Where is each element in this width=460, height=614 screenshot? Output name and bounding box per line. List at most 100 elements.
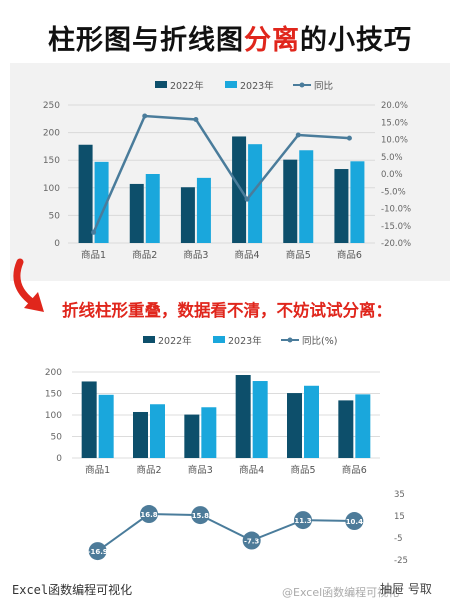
x-tick-label: 商品3: [188, 464, 213, 476]
combo-chart-top: 2022年 2023年 同比 0 50 100 150 200 250 -20.0% -15.0% -…: [43, 80, 411, 261]
y2-tick-label: 20.0%: [381, 101, 408, 111]
x-tick-label: 商品5: [286, 249, 311, 261]
bar-2023: [150, 404, 165, 458]
y2-tick-label: 0.0%: [381, 170, 403, 180]
line-point: [295, 132, 301, 138]
legend-label-0: 2022年: [170, 80, 204, 92]
x-tick-label: 商品1: [81, 249, 106, 261]
subtitle: 折线柱形重叠，数据看不清，不妨试试分离：: [62, 301, 392, 320]
line-data-label: -7.3: [244, 538, 259, 546]
line-point: [346, 135, 352, 141]
footer-watermark: @Excel函数编程可视化: [282, 586, 400, 599]
page-title: 柱形图与折线图分离的小技巧: [0, 18, 460, 57]
line-series-yoy: [97, 513, 355, 552]
legend-swatch-1: [213, 336, 225, 343]
y-tick-label: 200: [43, 129, 60, 139]
bar-2023: [355, 394, 371, 458]
bar-2022: [334, 169, 349, 243]
y-tick-label: 150: [45, 390, 62, 400]
x-tick-label: 商品4: [239, 464, 264, 476]
bar-2023: [201, 407, 217, 458]
title-highlight: 分离: [244, 25, 300, 56]
line-data-label: 11.3: [294, 517, 311, 525]
line-data-label: 16.8: [140, 511, 157, 519]
line-point: [91, 229, 97, 235]
y-tick-label: 0: [54, 239, 60, 249]
line-series-yoy: [92, 114, 350, 233]
y-tick-label: 150: [43, 156, 60, 166]
line-point: [345, 512, 364, 531]
y-tick-label: 50: [49, 211, 61, 221]
bar-2023: [299, 150, 314, 243]
bar-2022: [232, 136, 247, 243]
y2-tick-label: 5.0%: [381, 153, 403, 163]
y2-tick-label: 35: [394, 490, 405, 500]
bar-2022: [283, 159, 298, 243]
legend-label-1: 2023年: [240, 80, 274, 92]
line-point: [88, 542, 107, 561]
line-point: [140, 505, 158, 524]
line-point: [244, 196, 250, 202]
y2-tick-label: 15.0%: [381, 118, 408, 128]
bar-2022: [81, 381, 97, 458]
combo-chart-bottom: 2022年 2023年 同比(%) 0 50 100 150 200 -25 -5 15 35 商品1 商…: [45, 335, 408, 566]
line-point: [242, 531, 261, 550]
bar-2022: [235, 375, 251, 458]
bar-2023: [196, 177, 211, 243]
x-tick-label: 商品1: [85, 464, 110, 476]
x-tick-label: 商品2: [136, 464, 161, 476]
x-tick-label: 商品3: [183, 249, 208, 261]
y2-tick-label: -5.0%: [381, 187, 406, 197]
line-data-label: 10.4: [346, 518, 363, 526]
y2-tick-label: -25: [394, 556, 408, 566]
y-tick-label: 100: [45, 411, 62, 421]
bar-2023: [350, 161, 365, 243]
y2-tick-label: 10.0%: [381, 136, 408, 146]
curved-arrow-icon: [13, 258, 44, 312]
y-tick-label: 100: [43, 184, 60, 194]
bar-2022: [184, 414, 200, 458]
x-tick-label: 商品2: [132, 249, 157, 261]
y2-tick-label: -10.0%: [381, 205, 411, 215]
bar-2022: [287, 393, 302, 458]
x-tick-label: 商品6: [342, 464, 367, 476]
line-point: [142, 113, 148, 119]
x-tick-label: 商品4: [235, 249, 260, 261]
y-tick-label: 0: [56, 454, 62, 464]
bar-2022: [78, 144, 93, 243]
legend-swatch-0: [155, 81, 167, 88]
bar-2022: [338, 400, 354, 458]
line-point: [193, 116, 199, 122]
y2-tick-label: -20.0%: [381, 239, 411, 249]
x-tick-label: 商品6: [337, 249, 362, 261]
line-data-label: -16.9: [88, 548, 108, 556]
y2-tick-label: -15.0%: [381, 222, 411, 232]
bar-2023: [145, 174, 160, 243]
y2-tick-label: 15: [394, 512, 405, 522]
y-tick-label: 250: [43, 101, 60, 111]
x-tick-label: 商品5: [290, 464, 315, 476]
legend-label-2: 同比: [314, 80, 333, 92]
legend-marker: [287, 337, 293, 343]
y-tick-label: 50: [51, 433, 63, 443]
y-tick-label: 200: [45, 368, 62, 378]
title-part1: 柱形图与折线图: [48, 25, 244, 56]
legend-label-0: 2022年: [158, 335, 192, 347]
title-part2: 的小技巧: [300, 25, 412, 56]
bar-2023: [252, 381, 268, 458]
y2-tick-label: -5: [394, 534, 402, 544]
line-point: [191, 506, 210, 525]
bar-2022: [129, 183, 144, 243]
footer-right-text: 抽屉 号取: [380, 582, 432, 596]
line-point: [294, 511, 312, 530]
legend-swatch-0: [143, 336, 155, 343]
bar-2023: [304, 385, 319, 458]
bar-2022: [133, 411, 148, 458]
legend-marker: [299, 82, 305, 88]
footer-brand: Excel函数编程可视化: [12, 583, 133, 597]
legend-label-1: 2023年: [228, 335, 262, 347]
bar-2023: [98, 394, 114, 458]
line-data-label: 15.8: [192, 512, 209, 520]
legend-label-2: 同比(%): [302, 335, 337, 347]
chart-panel-top: 2022年 2023年 同比 0 50 100 150 200 250 -20.0% -15.0% -…: [10, 63, 450, 281]
